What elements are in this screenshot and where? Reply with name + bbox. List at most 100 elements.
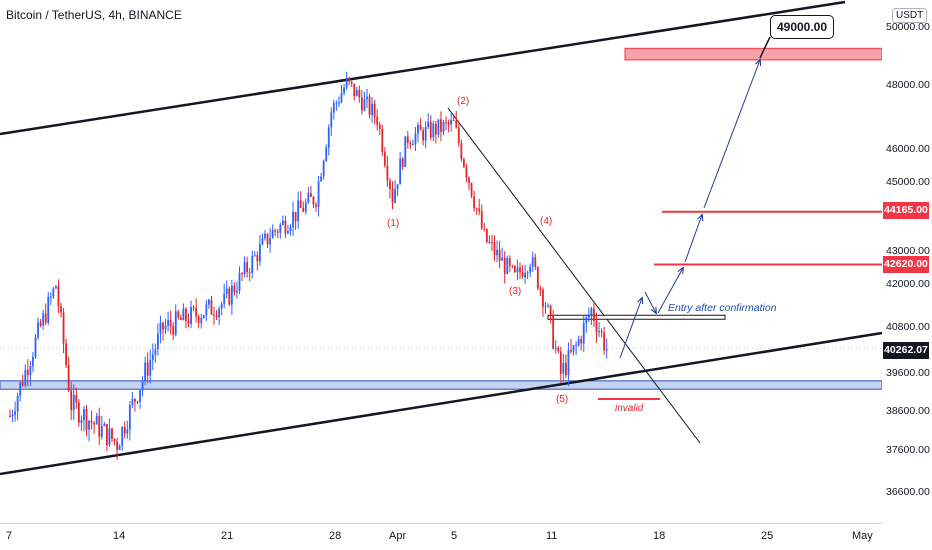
candle-body bbox=[284, 220, 287, 234]
time-tick: 5 bbox=[451, 530, 458, 542]
candle-body bbox=[32, 356, 34, 366]
time-tick: 11 bbox=[546, 530, 558, 542]
invalid-note: invalid bbox=[615, 403, 644, 414]
candle-body bbox=[508, 258, 511, 266]
upper-channel-line bbox=[0, 0, 846, 136]
candle-body bbox=[208, 299, 210, 305]
candle-body bbox=[154, 349, 157, 355]
candle-body bbox=[116, 441, 118, 451]
candle-body bbox=[345, 77, 348, 88]
candle-body bbox=[230, 285, 233, 305]
candle-body bbox=[315, 204, 317, 207]
candle-body bbox=[223, 293, 226, 305]
candle-body bbox=[233, 285, 236, 293]
candle-body bbox=[236, 290, 238, 293]
candle-body bbox=[353, 83, 356, 97]
candle-body bbox=[358, 89, 361, 98]
candle-body bbox=[503, 257, 506, 274]
candle-body bbox=[470, 183, 473, 197]
candle-body bbox=[406, 136, 409, 143]
candle-body bbox=[16, 395, 19, 412]
time-tick: 7 bbox=[6, 530, 13, 542]
candle-body bbox=[580, 339, 583, 344]
candle-body bbox=[248, 272, 251, 274]
candle-body bbox=[269, 238, 271, 245]
candle-body bbox=[593, 308, 595, 322]
candle-body bbox=[590, 308, 593, 316]
candle-body bbox=[246, 262, 249, 273]
candle-body bbox=[343, 87, 345, 94]
zones-layer bbox=[0, 47, 883, 390]
price-tick: 36600.00 bbox=[886, 486, 930, 498]
support-zone bbox=[0, 380, 883, 390]
candle-body bbox=[381, 128, 384, 153]
candle-body bbox=[338, 102, 340, 104]
candle-body bbox=[536, 267, 539, 289]
candle-body bbox=[266, 233, 269, 245]
candle-body bbox=[483, 228, 486, 230]
candle-body bbox=[14, 411, 16, 415]
wave-label-1: (1) bbox=[387, 218, 400, 229]
candle-body bbox=[281, 220, 284, 225]
candle-body bbox=[542, 289, 544, 307]
candle-body bbox=[179, 317, 182, 321]
candle-body bbox=[134, 399, 136, 402]
candle-body bbox=[259, 244, 261, 262]
candle-body bbox=[437, 119, 440, 135]
candle-body bbox=[317, 181, 320, 207]
candle-body bbox=[559, 351, 562, 374]
candle-body bbox=[60, 306, 62, 313]
candle-body bbox=[539, 288, 542, 290]
time-tick: 18 bbox=[653, 530, 666, 542]
candle-body bbox=[251, 255, 254, 273]
price-tick: 45000.00 bbox=[886, 176, 930, 188]
candle-body bbox=[85, 409, 88, 430]
candle-body bbox=[465, 166, 468, 178]
candle-body bbox=[521, 272, 524, 278]
candle-body bbox=[70, 390, 73, 411]
candle-body bbox=[106, 423, 108, 446]
candle-body bbox=[228, 288, 231, 305]
candle-body bbox=[363, 99, 366, 111]
candle-body bbox=[567, 349, 570, 376]
candle-body bbox=[9, 415, 11, 417]
candle-body bbox=[399, 158, 402, 185]
candle-body bbox=[389, 180, 391, 189]
candle-body bbox=[42, 313, 45, 326]
candle-body bbox=[531, 257, 534, 267]
candle-body bbox=[409, 142, 412, 145]
candle-body bbox=[21, 382, 24, 386]
candle-body bbox=[376, 116, 379, 125]
candle-body bbox=[322, 160, 325, 177]
candle-body bbox=[274, 230, 277, 232]
candle-body bbox=[215, 315, 218, 318]
candle-body bbox=[312, 196, 315, 205]
candle-body bbox=[600, 331, 603, 333]
time-tick: 28 bbox=[329, 530, 342, 542]
candle-body bbox=[412, 144, 414, 146]
candle-body bbox=[128, 404, 131, 430]
candle-body bbox=[55, 286, 57, 289]
candle-body bbox=[440, 119, 442, 132]
candle-body bbox=[90, 420, 93, 423]
candle-body bbox=[52, 288, 55, 297]
currency-badge[interactable]: USDT bbox=[892, 8, 928, 23]
candle-body bbox=[552, 314, 555, 349]
candle-body bbox=[480, 211, 483, 229]
candle-body bbox=[534, 257, 537, 268]
candle-body bbox=[549, 305, 552, 315]
current-price-label: 40262.07 bbox=[883, 342, 929, 359]
candle-body bbox=[554, 347, 557, 349]
candle-body bbox=[57, 286, 60, 307]
candle-body bbox=[491, 242, 493, 244]
entry-level-line bbox=[547, 314, 726, 320]
candle-body bbox=[287, 231, 289, 234]
candle-body bbox=[485, 229, 488, 243]
sell-zone bbox=[624, 47, 883, 61]
candle-body bbox=[511, 265, 514, 267]
candle-body bbox=[417, 125, 419, 134]
candle-body bbox=[350, 81, 353, 84]
candle-body bbox=[205, 304, 208, 316]
candle-body bbox=[80, 420, 83, 423]
